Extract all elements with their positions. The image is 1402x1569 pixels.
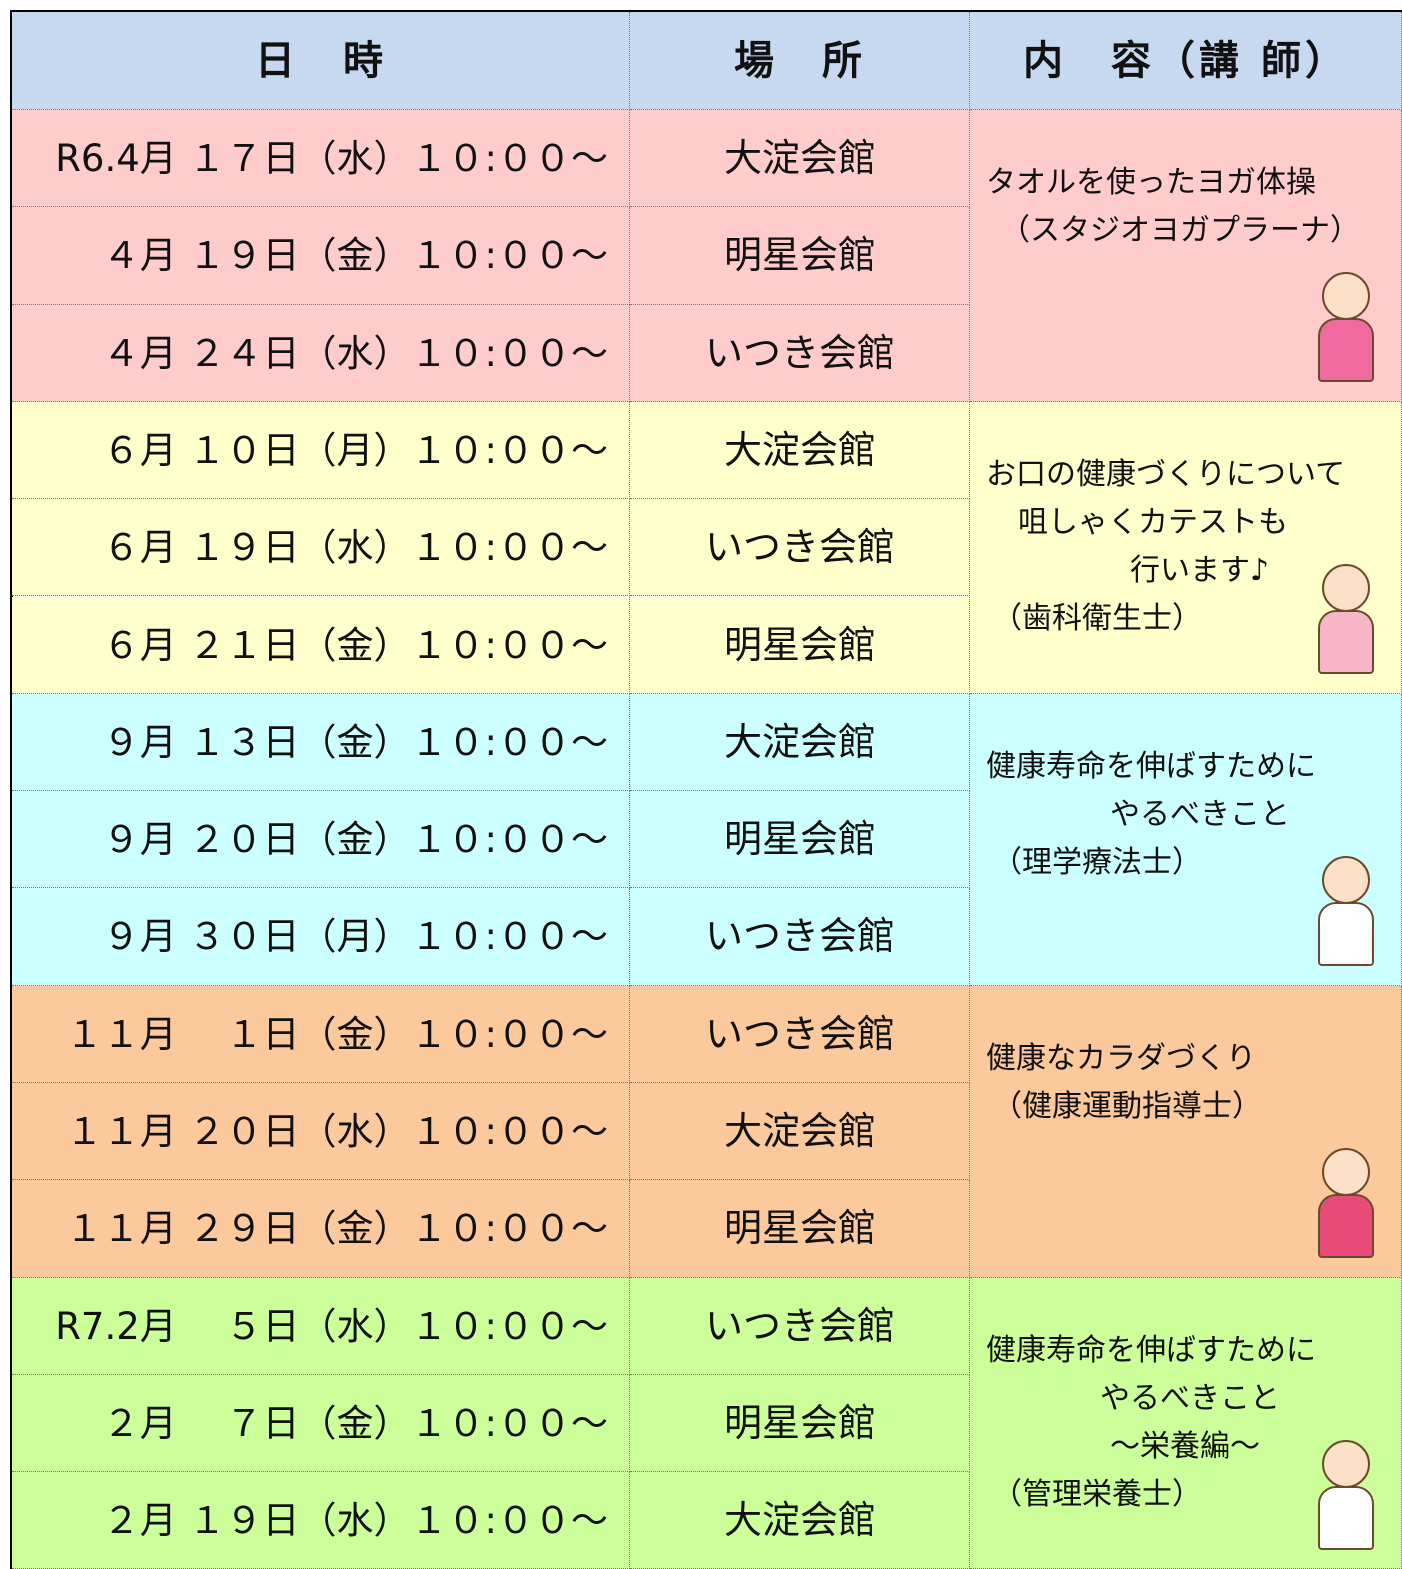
place-text: いつき会館 <box>704 914 895 959</box>
row-cell <box>12 1277 630 1375</box>
header-text: 場 所 <box>734 38 866 84</box>
row-cell <box>12 401 630 500</box>
content-text: （理学療法士） <box>992 844 1202 880</box>
content-text: （管理栄養士） <box>992 1476 1202 1512</box>
row-cell <box>630 110 970 208</box>
date-text: １１月 ２０日（水）１０:００～ <box>65 1110 608 1153</box>
row-cell <box>630 888 970 986</box>
row-cell <box>630 985 970 1083</box>
row-cell <box>12 499 630 597</box>
content-text: 健康寿命を伸ばすために <box>986 748 1316 784</box>
content-text: タオルを使ったヨガ体操 <box>986 165 1316 200</box>
place-text: いつき会館 <box>704 1303 895 1348</box>
header-text: 内 容（講 師） <box>1023 38 1349 84</box>
row-cell <box>630 1374 970 1473</box>
row-cell <box>12 888 630 986</box>
date-text: ９月 １３日（金）１０:００～ <box>102 720 608 764</box>
place-text: 明星会館 <box>723 1206 876 1251</box>
place-text: 明星会館 <box>723 1400 876 1445</box>
row-cell <box>630 1083 970 1181</box>
row-cell <box>630 304 970 402</box>
row-cell <box>12 1083 630 1181</box>
date-text: ６月 ２１日（金）１０:００～ <box>102 623 608 667</box>
row-cell <box>630 596 970 694</box>
content-text: やるべきこと <box>1100 1380 1280 1416</box>
illustration-body <box>1318 1193 1374 1258</box>
illustration-head <box>1322 563 1370 612</box>
row-cell <box>12 791 630 889</box>
content-text: （健康運動指導士） <box>992 1088 1262 1124</box>
date-text: R6.4月 １７日（水）１０:００～ <box>55 137 608 180</box>
date-text: ９月 ２０日（金）１０:００～ <box>102 818 608 862</box>
place-text: 明星会館 <box>723 817 876 862</box>
date-text: ２月 １９日（水）１０:００～ <box>102 1499 608 1543</box>
row-cell <box>630 1472 970 1569</box>
row-cell <box>12 1374 630 1473</box>
header-text: 日 時 <box>255 38 387 84</box>
row-cell <box>12 596 630 694</box>
row-cell <box>12 110 630 208</box>
date-text: １１月 １日（金）１０:００～ <box>65 1012 608 1056</box>
content-text: 健康なカラダづくり <box>986 1040 1256 1076</box>
content-text: 行います♪ <box>1130 552 1270 588</box>
place-text: いつき会館 <box>704 525 895 570</box>
content-text: やるべきこと <box>1110 796 1290 832</box>
content-text: ～栄養編～ <box>1110 1428 1260 1464</box>
row-cell <box>630 1277 970 1375</box>
content-text: 咀しゃくカテストも <box>1018 504 1288 540</box>
illustration-body <box>1318 317 1374 382</box>
content-text: お口の健康づくりについて <box>986 456 1346 492</box>
place-text: いつき会館 <box>704 1011 895 1056</box>
content-text: 健康寿命を伸ばすために <box>986 1332 1316 1368</box>
row-cell <box>12 1180 630 1278</box>
date-text: １１月 ２９日（金）１０:００～ <box>65 1207 608 1251</box>
place-text: 大淀会館 <box>723 719 876 764</box>
content-text: （スタジオヨガプラーナ） <box>1000 213 1360 248</box>
place-text: 大淀会館 <box>723 427 876 472</box>
illustration-head <box>1322 1147 1370 1196</box>
place-text: 大淀会館 <box>723 136 876 180</box>
date-text: R7.2月 ５日（水）１０:００～ <box>55 1304 608 1348</box>
row-cell <box>630 1180 970 1278</box>
place-text: いつき会館 <box>704 330 895 375</box>
row-cell <box>630 791 970 889</box>
date-text: ４月 ２４日（水）１０:００～ <box>102 331 608 375</box>
date-text: ６月 １０日（月）１０:００～ <box>102 428 608 472</box>
date-text: ４月 １９日（金）１０:００～ <box>102 234 608 278</box>
header-cell <box>630 12 970 110</box>
date-text: ２月 ７日（金）１０:００～ <box>102 1401 608 1445</box>
row-cell <box>630 401 970 500</box>
illustration-head <box>1322 271 1370 320</box>
row-cell <box>12 985 630 1083</box>
place-text: 明星会館 <box>723 233 876 278</box>
row-cell <box>630 693 970 792</box>
place-text: 大淀会館 <box>723 1498 876 1543</box>
illustration-body <box>1318 609 1374 674</box>
row-cell <box>630 499 970 597</box>
content-text: （歯科衛生士） <box>992 600 1202 636</box>
illustration-head <box>1322 1439 1370 1488</box>
outer-border <box>10 10 1402 1569</box>
illustration-body <box>1318 901 1374 966</box>
header-cell <box>12 12 630 110</box>
row-cell <box>12 693 630 792</box>
row-cell <box>12 304 630 402</box>
row-cell <box>12 207 630 305</box>
place-text: 明星会館 <box>723 622 876 667</box>
date-text: ９月 ３０日（月）１０:００～ <box>102 915 608 959</box>
illustration-body <box>1318 1485 1374 1550</box>
place-text: 大淀会館 <box>723 1109 876 1153</box>
date-text: ６月 １９日（水）１０:００～ <box>102 526 608 570</box>
row-cell <box>630 207 970 305</box>
illustration-head <box>1322 855 1370 904</box>
